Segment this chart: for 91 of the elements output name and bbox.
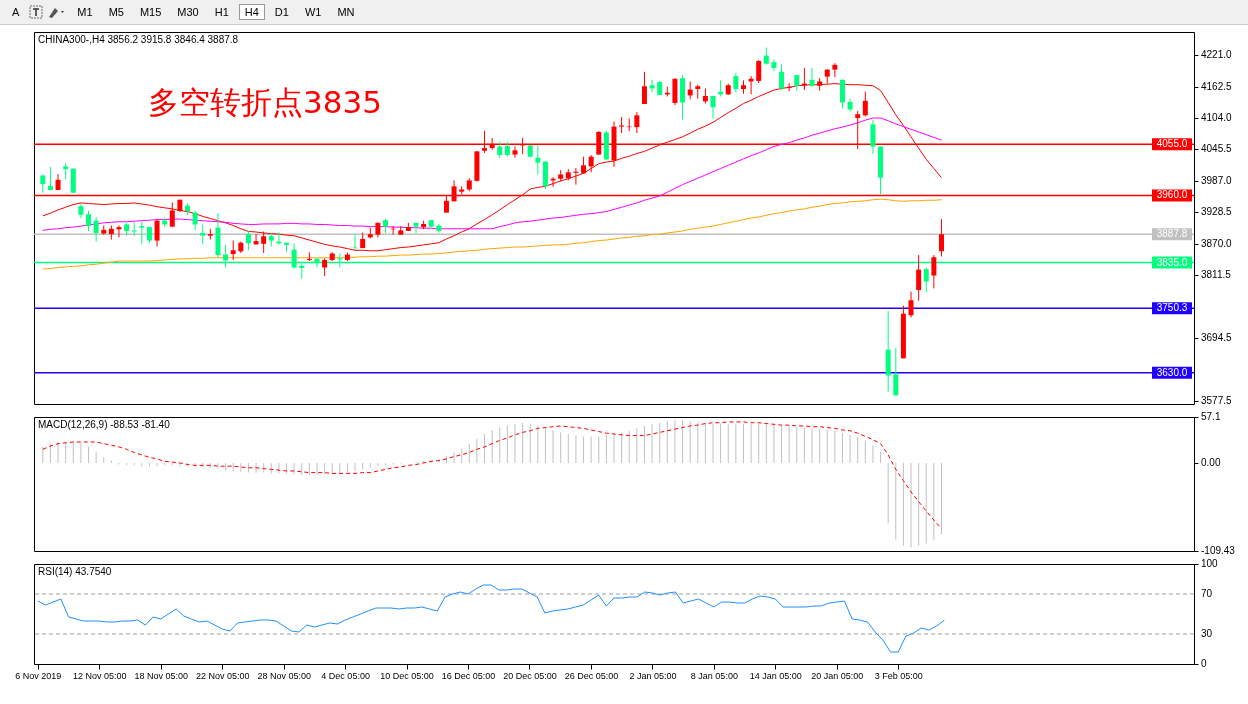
x-tick-label: 2 Jan 05:00 — [629, 670, 677, 681]
candlestick — [756, 59, 762, 84]
candlestick — [641, 71, 647, 105]
candlestick — [931, 254, 937, 289]
ref-line-label: 4055.0 — [1156, 138, 1188, 150]
y-tick-label: 0 — [1201, 658, 1207, 669]
candlestick — [169, 201, 175, 228]
y-tick-label: 4221.0 — [1201, 49, 1233, 61]
y-tick-label: 3987.0 — [1201, 174, 1233, 186]
candlestick — [908, 291, 914, 318]
line-series — [42, 198, 942, 270]
text: M5 — [107, 5, 125, 20]
candlestick — [870, 119, 876, 155]
candlestick — [116, 225, 122, 238]
x-tick-label: 12 Nov 05:00 — [73, 670, 127, 681]
ref-line-label: 3960.0 — [1156, 189, 1188, 201]
ref-line-label: 3835.0 — [1156, 256, 1188, 268]
text: H1 — [213, 5, 230, 20]
y-tick-label: 70 — [1201, 588, 1213, 599]
y-tick-label: 30 — [1201, 628, 1213, 639]
y-tick-label: 3928.5 — [1201, 206, 1233, 218]
candlestick — [192, 209, 198, 231]
ref-line-label: 3630.0 — [1156, 366, 1188, 378]
x-tick-label: 28 Nov 05:00 — [257, 670, 311, 681]
x-tick-label: 16 Dec 05:00 — [441, 670, 496, 681]
text: A — [11, 5, 21, 20]
y-tick-label: 57.1 — [1201, 411, 1221, 422]
y-tick-label: 3870.0 — [1201, 237, 1233, 249]
candlestick — [862, 91, 868, 117]
chart-title: MACD(12,26,9) -88.53 -81.40 — [38, 419, 171, 430]
text: M1 — [76, 5, 94, 20]
candlestick — [573, 167, 579, 186]
y-tick-label: 4104.0 — [1201, 112, 1233, 124]
candlestick — [847, 98, 853, 113]
x-tick-label: 22 Nov 05:00 — [195, 670, 250, 681]
candlestick — [86, 210, 91, 232]
candlestick — [779, 63, 785, 91]
x-tick-label: 14 Jan 05:00 — [749, 670, 802, 681]
candlestick — [200, 223, 206, 245]
y-tick-label: 100 — [1201, 558, 1219, 569]
y-tick-label: 0.00 — [1201, 456, 1221, 468]
candlestick — [832, 62, 838, 78]
candlestick — [131, 221, 137, 237]
x-tick-label: 10 Dec 05:00 — [380, 670, 434, 681]
ref-line-label: 3750.3 — [1156, 302, 1188, 314]
candlestick — [916, 254, 922, 302]
y-tick-label: 4045.5 — [1201, 143, 1233, 155]
candlestick — [512, 146, 518, 159]
candlestick — [839, 78, 845, 109]
candlestick — [413, 222, 419, 234]
candlestick — [245, 230, 251, 251]
candlestick — [938, 218, 944, 257]
annotation: 多空转折点3835 — [148, 84, 382, 120]
text: M15 — [138, 5, 163, 20]
x-tick-label: 26 Dec 05:00 — [564, 670, 619, 681]
candlestick — [230, 240, 236, 261]
y-tick-label: 3577.5 — [1201, 395, 1233, 407]
y-tick-label: 3694.5 — [1201, 332, 1233, 344]
candlestick — [923, 266, 929, 293]
candlestick — [154, 219, 160, 247]
y-tick-label: 4162.5 — [1201, 80, 1233, 92]
x-tick-label: 20 Jan 05:00 — [811, 670, 864, 681]
x-tick-label: 3 Feb 05:00 — [874, 670, 923, 681]
candlestick — [634, 111, 640, 134]
x-tick-label: 6 Nov 2019 — [15, 670, 62, 681]
line-series — [37, 584, 945, 653]
candlestick — [139, 221, 145, 245]
ref-line-label: 3887.8 — [1156, 228, 1188, 240]
chart-title: RSI(14) 43.7540 — [38, 566, 112, 577]
x-tick-label: 18 Nov 05:00 — [134, 670, 189, 681]
chart-title: CHINA300-,H4 3856.2 3915.8 3846.4 3887.8 — [38, 34, 239, 45]
x-tick-label: 8 Jan 05:00 — [690, 670, 738, 681]
candlestick — [733, 72, 739, 93]
text: W1 — [303, 5, 323, 20]
candlestick — [771, 58, 777, 72]
candlestick — [40, 173, 46, 194]
x-tick-label: 4 Dec 05:00 — [321, 670, 370, 681]
candlestick — [809, 67, 815, 88]
candlestick — [535, 144, 541, 175]
y-tick-label: -109.43 — [1201, 545, 1236, 556]
candlestick — [649, 79, 655, 93]
text: H4 — [238, 4, 265, 20]
x-tick-label: 20 Dec 05:00 — [503, 670, 557, 681]
text: MN — [336, 5, 356, 20]
candlestick — [893, 347, 899, 396]
candlestick — [253, 233, 259, 246]
y-tick-label: 3811.5 — [1201, 269, 1232, 281]
candlestick — [93, 216, 99, 243]
candlestick — [619, 116, 625, 134]
text: M30 — [176, 5, 200, 20]
text: D1 — [273, 5, 290, 20]
